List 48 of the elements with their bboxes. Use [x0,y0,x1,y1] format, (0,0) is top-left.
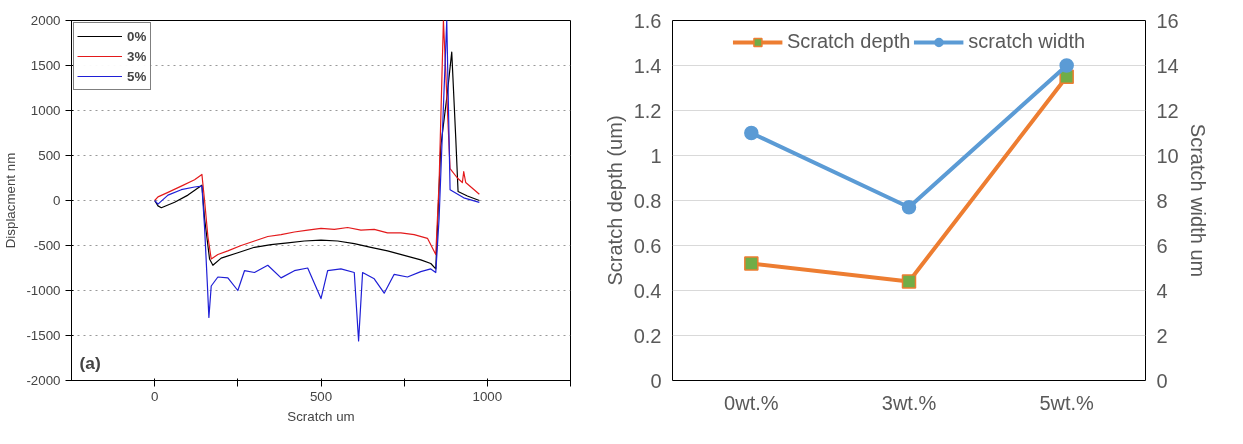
y-tick-label: 1.2 [633,99,662,122]
x-tick-label: 500 [309,388,333,404]
y-tick-label: 0.4 [633,279,662,302]
y2-tick-label: 16 [1156,9,1179,32]
y-tick-label: 0 [53,193,61,208]
x-tick-label: 1000 [472,388,503,404]
y-tick-label: 0.2 [633,324,662,347]
y2-tick-label: 2 [1156,324,1168,347]
y-axis-title: Displacment nm [3,152,19,249]
x-tick-label: 0wt.% [724,391,779,414]
x-tick-label: 3wt.% [881,391,937,414]
y-tick-label: 1.6 [633,9,662,32]
legend-label: 5% [127,68,147,84]
y2-tick-label: 10 [1156,144,1179,167]
x-tick-label: 0 [150,388,159,404]
annotation: (a) [79,352,101,373]
x-tick-label: 5wt.% [1039,391,1095,414]
y-tick-label: -2000 [26,373,61,388]
y2-tick-label: 8 [1156,189,1168,212]
point [901,274,917,289]
x-axis-title: Scratch um [287,408,355,424]
y-tick-label: 0.6 [633,234,662,257]
y-tick-label: 1000 [30,103,61,118]
line-series [154,20,480,260]
y-tick-label: 1500 [30,58,61,73]
point [1059,58,1074,73]
legend-label: 3% [127,48,147,64]
y-axis-title: Scratch depth (um) [603,115,626,286]
y-tick-label: 500 [38,148,61,163]
legend-label: scratch width [968,30,1086,53]
y2-axis-title: Scratch width um [1186,123,1209,278]
legend-label: 0% [127,28,147,44]
y-tick-label: -1000 [26,283,61,298]
y-tick-label: 1.4 [633,54,662,77]
y-tick-label: -500 [33,238,61,253]
point [744,256,759,271]
y2-tick-label: 4 [1156,279,1168,302]
y-tick-label: 2000 [30,13,61,28]
y2-tick-label: 14 [1156,54,1179,77]
y-tick-label: 0.8 [633,189,662,212]
y2-tick-label: 12 [1156,99,1179,122]
point [901,200,917,215]
point [744,125,759,141]
y-tick-label: 1 [650,144,662,167]
y-tick-label: -1500 [26,328,61,343]
line-series [154,20,480,342]
y2-tick-label: 6 [1156,234,1168,257]
legend-label: Scratch depth [786,30,911,53]
